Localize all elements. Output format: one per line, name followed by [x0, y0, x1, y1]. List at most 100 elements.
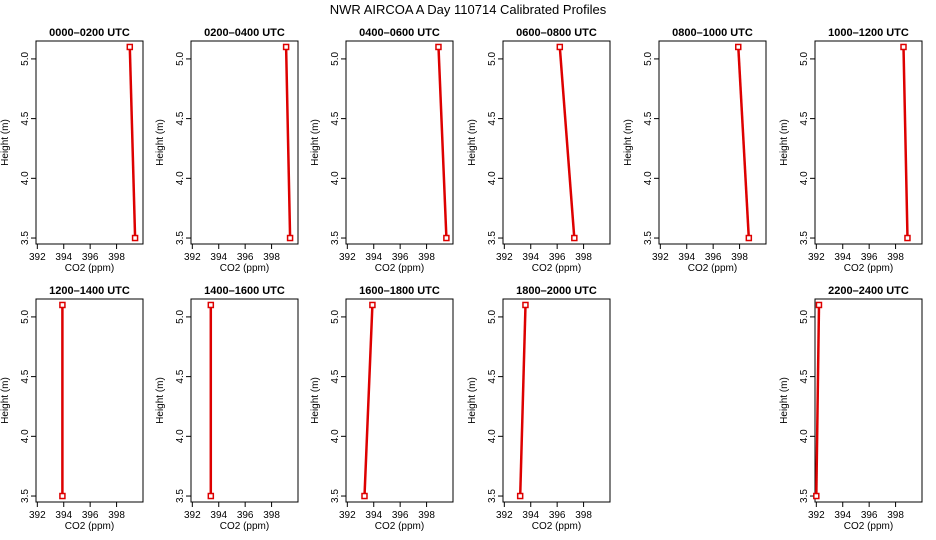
profile-panel: 1000–1200 UTC 392 394 396 398 3.5 4.0 4.5 5.0 CO2… [779, 27, 923, 274]
x-tick-label: 398 [108, 252, 125, 263]
profile-point [282, 43, 290, 51]
x-tick-label: 392 [29, 252, 46, 263]
profile-panel: 2200–2400 UTC 392 394 396 398 3.5 4.0 4.5 5.0 CO2… [779, 285, 923, 532]
profile-point [131, 234, 139, 242]
y-tick-label: 4.0 [487, 429, 498, 443]
y-axis-label: Height (m) [779, 119, 790, 166]
x-tick-label: 394 [210, 252, 227, 263]
y-tick-label: 3.5 [20, 489, 31, 503]
panel-title: 0800–1000 UTC [672, 27, 753, 39]
x-tick-label: 392 [652, 252, 669, 263]
profile-point [126, 43, 134, 51]
x-tick-label: 394 [365, 252, 382, 263]
profile-point [735, 43, 742, 51]
profile-point [813, 492, 820, 500]
x-tick-label: 394 [834, 252, 851, 263]
x-tick-label: 398 [575, 510, 592, 521]
profile-line [437, 46, 448, 239]
profile-line [363, 304, 374, 497]
plot-frame [814, 40, 923, 245]
y-tick-label: 3.5 [799, 231, 810, 245]
y-tick-label: 5.0 [799, 310, 810, 324]
x-tick-label: 398 [263, 510, 280, 521]
y-tick-label: 4.0 [799, 171, 810, 185]
x-tick-label: 398 [418, 510, 435, 521]
x-tick-label: 396 [237, 252, 254, 263]
plot-frame [814, 298, 923, 503]
y-tick-label: 4.5 [175, 111, 186, 125]
x-tick-label: 392 [184, 510, 201, 521]
profile-point [286, 234, 294, 242]
profile-point [571, 234, 578, 242]
y-tick-label: 4.5 [175, 369, 186, 383]
x-tick-label: 392 [496, 510, 513, 521]
x-tick-label: 396 [861, 252, 878, 263]
x-tick-label: 392 [808, 510, 825, 521]
y-tick-label: 5.0 [643, 52, 654, 66]
y-tick-label: 4.0 [20, 429, 31, 443]
profile-point [443, 234, 450, 242]
y-tick-label: 3.5 [175, 231, 186, 245]
profile-point [904, 234, 911, 242]
plot-frame [345, 298, 454, 503]
y-tick-label: 4.5 [799, 369, 810, 383]
profile-point [361, 492, 368, 500]
y-axis-label: Height (m) [310, 377, 321, 424]
profile-line [518, 304, 527, 497]
y-tick-label: 4.5 [20, 369, 31, 383]
y-tick-label: 3.5 [175, 489, 186, 503]
profile-panel: 0800–1000 UTC 392 394 396 398 3.5 4.0 4.5 5.0 CO2… [623, 27, 767, 274]
profile-point [815, 301, 823, 309]
profile-panel: 0400–0600 UTC 392 394 396 398 3.5 4.0 4.5 5.0 CO2… [310, 27, 454, 274]
plot-frame [502, 40, 611, 245]
x-tick-label: 398 [575, 252, 592, 263]
y-axis-label: Height (m) [0, 119, 11, 166]
x-tick-label: 398 [263, 252, 280, 263]
y-tick-label: 5.0 [330, 52, 341, 66]
x-axis-label: CO2 (ppm) [688, 263, 737, 274]
y-tick-label: 5.0 [487, 52, 498, 66]
x-axis-label: CO2 (ppm) [220, 521, 269, 532]
profile-panel: 0000–0200 UTC 392 394 396 398 3.5 4.0 4.5 5.0 CO2… [0, 27, 144, 274]
x-axis-label: CO2 (ppm) [844, 263, 893, 274]
profile-line [815, 304, 821, 497]
profile-point [59, 492, 66, 500]
profile-point [522, 301, 529, 309]
y-tick-label: 3.5 [330, 489, 341, 503]
x-axis-label: CO2 (ppm) [375, 263, 424, 274]
y-axis-label: Height (m) [467, 119, 478, 166]
y-tick-label: 3.5 [330, 231, 341, 245]
x-tick-label: 394 [834, 510, 851, 521]
x-tick-label: 396 [82, 510, 99, 521]
x-tick-label: 396 [705, 252, 722, 263]
x-tick-label: 392 [339, 510, 356, 521]
y-tick-label: 4.0 [175, 429, 186, 443]
plot-frame [190, 40, 299, 245]
x-axis-label: CO2 (ppm) [65, 521, 114, 532]
panel-title: 0000–0200 UTC [49, 27, 130, 39]
profile-point [516, 492, 524, 500]
x-tick-label: 392 [339, 252, 356, 263]
x-tick-label: 398 [418, 252, 435, 263]
profile-line [284, 46, 292, 239]
y-tick-label: 5.0 [330, 310, 341, 324]
x-tick-label: 396 [237, 510, 254, 521]
panel-title: 1800–2000 UTC [516, 285, 597, 297]
profile-point [435, 43, 442, 51]
profile-point [900, 43, 907, 51]
y-tick-label: 4.0 [330, 171, 341, 185]
y-tick-label: 5.0 [175, 310, 186, 324]
y-tick-label: 4.0 [330, 429, 341, 443]
profile-panel: 1400–1600 UTC 392 394 396 398 3.5 4.0 4.5 5.0 CO2… [155, 285, 299, 532]
y-tick-label: 3.5 [643, 231, 654, 245]
x-tick-label: 394 [522, 510, 539, 521]
profile-point [207, 492, 215, 500]
x-tick-label: 394 [55, 510, 72, 521]
panel-title: 0200–0400 UTC [204, 27, 285, 39]
x-axis-label: CO2 (ppm) [532, 263, 581, 274]
y-tick-label: 4.5 [643, 111, 654, 125]
profile-panel: 0600–0800 UTC 392 394 396 398 3.5 4.0 4.5 5.0 CO2… [467, 27, 611, 274]
x-tick-label: 392 [808, 252, 825, 263]
y-tick-label: 4.0 [643, 171, 654, 185]
profile-panel: 1200–1400 UTC 392 394 396 398 3.5 4.0 4.5 5.0 CO2… [0, 285, 144, 532]
